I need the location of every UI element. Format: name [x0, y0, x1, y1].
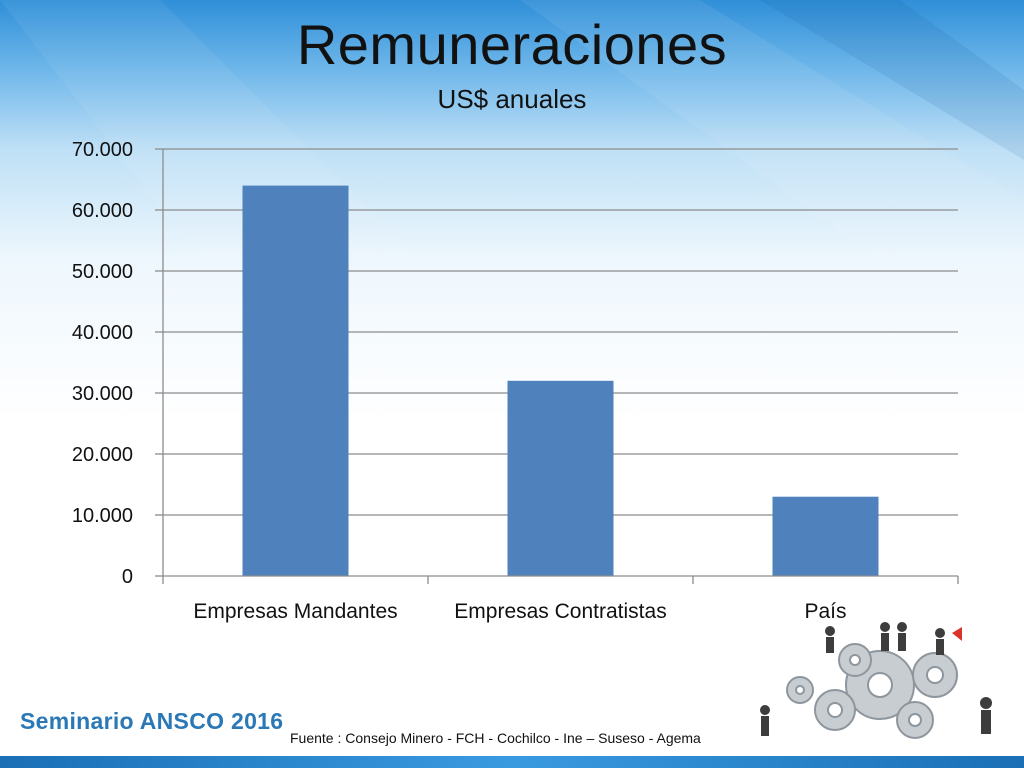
- x-tick-label: País: [804, 600, 846, 623]
- y-tick-label: 0: [122, 566, 133, 588]
- y-tick-label: 10.000: [72, 505, 133, 527]
- y-tick-label: 30.000: [72, 383, 133, 405]
- bar: [242, 185, 349, 576]
- y-tick-label: 60.000: [72, 200, 133, 222]
- x-axis-ticks: Empresas Mandantes Empresas Contratistas P…: [193, 600, 846, 623]
- y-tick-label: 50.000: [72, 261, 133, 283]
- x-axis: [162, 149, 959, 584]
- y-tick-label: 40.000: [72, 322, 133, 344]
- x-tick-label: Empresas Mandantes: [193, 600, 397, 623]
- bar-chart: 0 10.000 20.000 30.000 40.000 50.000 60.000 70.…: [72, 139, 959, 623]
- y-axis-ticks: 0 10.000 20.000 30.000 40.000 50.000 60.000 70.…: [72, 139, 163, 588]
- bars: [242, 185, 879, 576]
- page-title: Remuneraciones: [296, 13, 728, 76]
- gears-and-people-icon: [760, 622, 992, 739]
- y-tick-label: 70.000: [72, 139, 133, 161]
- page-subtitle: US$ anuales: [437, 84, 587, 114]
- y-tick-label: 20.000: [72, 444, 133, 466]
- source-note: Fuente : Consejo Minero - FCH - Cochilco…: [290, 730, 701, 746]
- bar: [772, 496, 879, 576]
- footer-band: [0, 756, 1024, 768]
- x-tick-label: Empresas Contratistas: [454, 600, 666, 623]
- bar: [507, 380, 614, 576]
- brand-label: Seminario ANSCO 2016: [20, 708, 284, 734]
